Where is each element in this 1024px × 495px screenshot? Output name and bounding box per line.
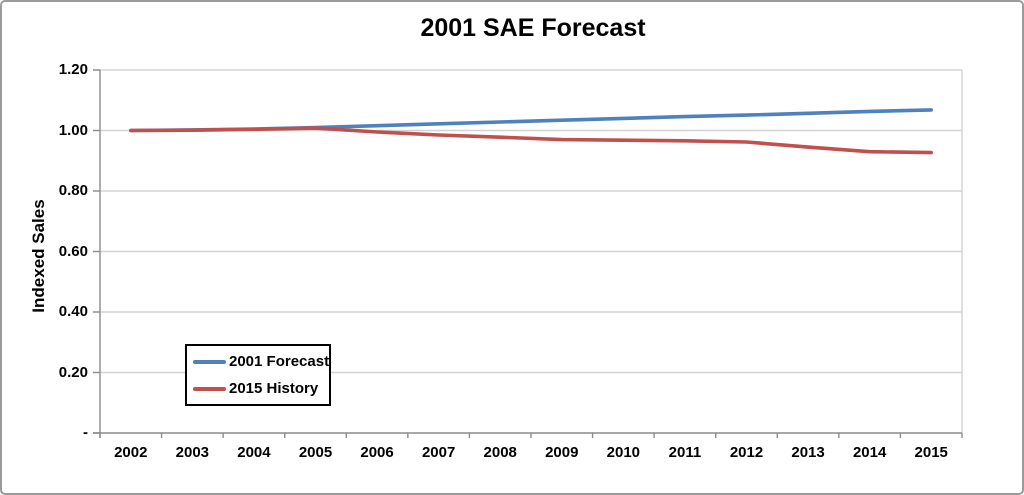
x-tick-label: 2003 <box>175 444 210 461</box>
y-tick-label: 0.80 <box>58 182 88 199</box>
x-tick-label: 2014 <box>852 444 887 461</box>
x-tick-label: 2009 <box>545 444 579 461</box>
x-tick-label: 2010 <box>606 444 641 461</box>
legend-line-sample-forecast <box>193 359 226 364</box>
series-line-0 <box>129 108 934 133</box>
y-tick-label: - <box>83 424 88 441</box>
legend: 2001 Forecast 2015 History <box>185 344 331 406</box>
y-tick-label: 0.60 <box>58 242 88 260</box>
y-tick-label: 0.40 <box>58 303 88 320</box>
legend-label-forecast: 2001 Forecast <box>229 353 330 370</box>
x-tick-label: 2004 <box>237 444 271 461</box>
x-tick-label: 2013 <box>791 444 825 461</box>
x-tick-label: 2012 <box>729 444 764 461</box>
legend-line-sample-history <box>193 386 226 391</box>
legend-label-history: 2015 History <box>229 380 319 397</box>
y-tick-label: 1.20 <box>58 61 88 78</box>
x-tick-label: 2007 <box>421 444 456 461</box>
legend-item: 2015 History <box>193 377 329 401</box>
x-tick-label: 2006 <box>360 444 394 461</box>
y-tick-label: 0.20 <box>58 363 88 381</box>
y-tick-label: 1.00 <box>58 121 88 139</box>
x-tick-label: 2015 <box>914 444 948 461</box>
x-tick-label: 2002 <box>114 444 148 461</box>
x-tick-label: 2008 <box>483 444 517 461</box>
x-tick-label: 2005 <box>298 444 333 461</box>
series-line-1 <box>129 126 934 155</box>
x-tick-label: 2011 <box>668 444 702 461</box>
chart-title: 2001 SAE Forecast <box>420 14 646 42</box>
legend-item: 2001 Forecast <box>193 350 329 374</box>
